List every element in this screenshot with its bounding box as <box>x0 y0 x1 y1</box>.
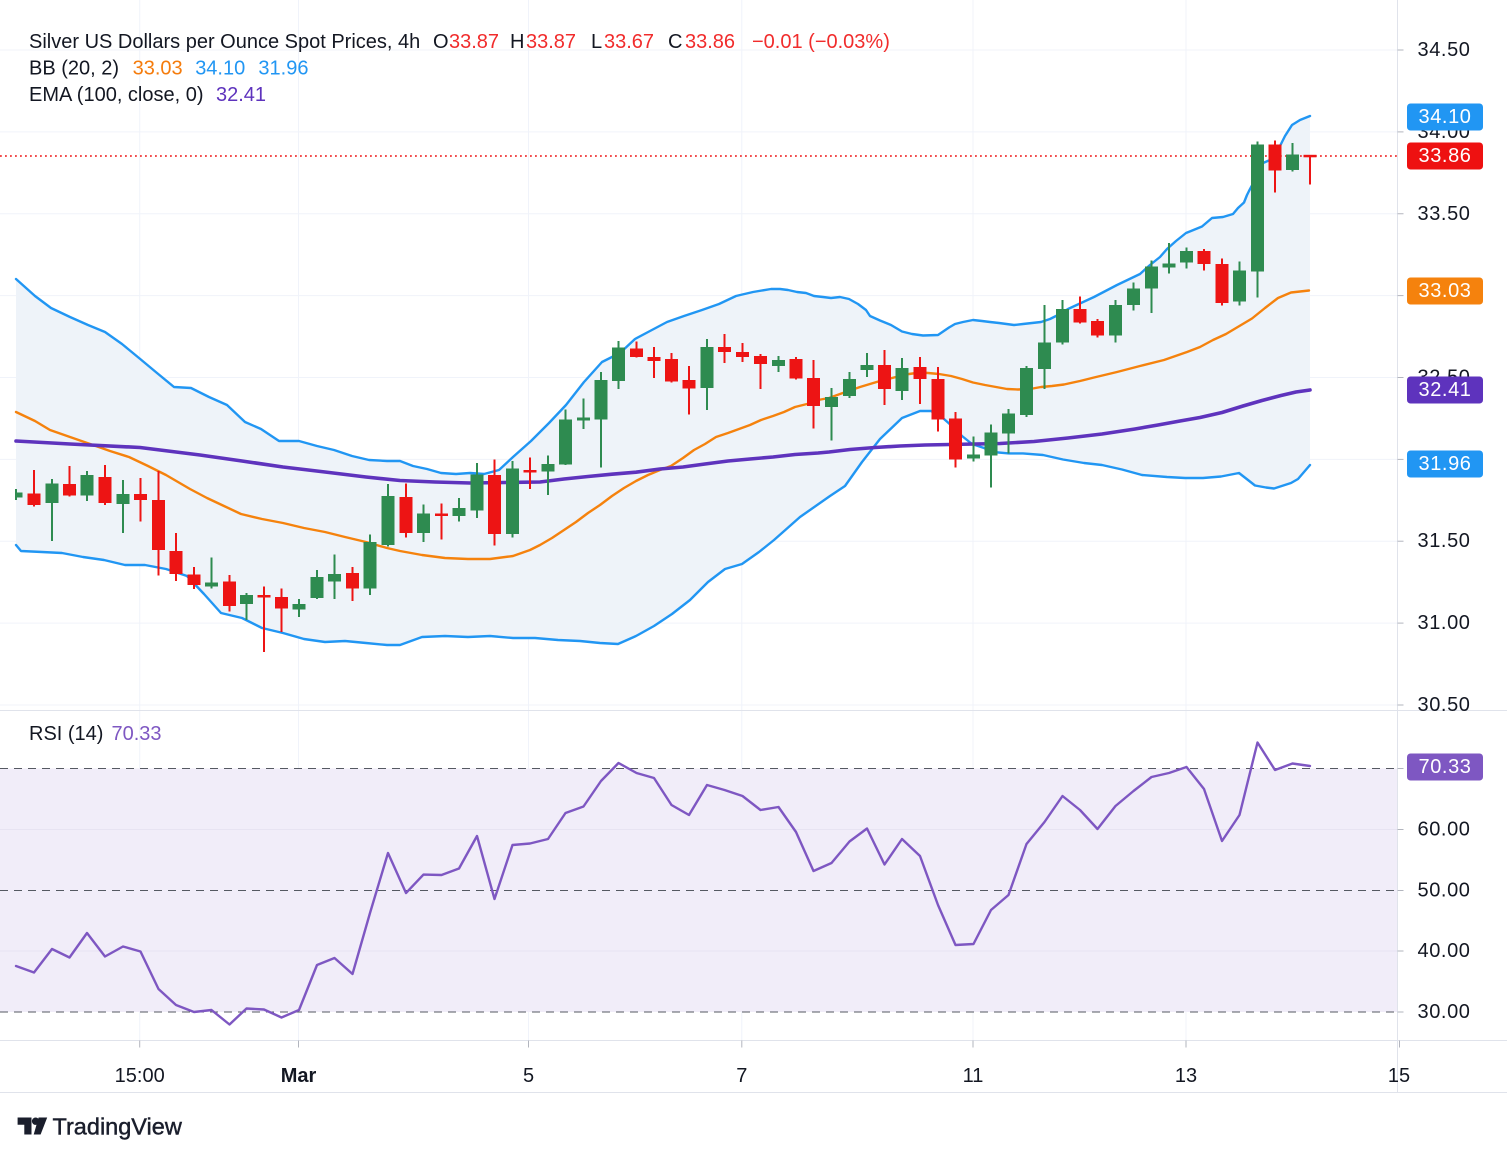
svg-text:EMA (100, close, 0): EMA (100, close, 0) <box>29 84 204 106</box>
svg-text:O: O <box>433 31 449 53</box>
svg-text:31.96: 31.96 <box>258 58 308 80</box>
svg-text:H: H <box>510 31 524 53</box>
svg-text:33.86: 33.86 <box>1418 145 1471 167</box>
svg-text:33.87: 33.87 <box>526 31 576 53</box>
svg-text:31.00: 31.00 <box>1417 612 1470 634</box>
svg-text:15: 15 <box>1388 1065 1410 1087</box>
svg-text:C: C <box>668 31 682 53</box>
svg-text:7: 7 <box>736 1065 747 1087</box>
svg-text:Silver US Dollars per Ounce Sp: Silver US Dollars per Ounce Spot Prices,… <box>29 31 420 53</box>
svg-text:33.67: 33.67 <box>604 31 654 53</box>
svg-text:15:00: 15:00 <box>115 1065 165 1087</box>
svg-text:L: L <box>591 31 602 53</box>
svg-text:70.33: 70.33 <box>112 723 162 745</box>
svg-text:33.50: 33.50 <box>1417 203 1470 225</box>
svg-text:13: 13 <box>1175 1065 1197 1087</box>
svg-text:11: 11 <box>963 1065 984 1087</box>
svg-text:32.41: 32.41 <box>1418 379 1471 401</box>
svg-text:34.50: 34.50 <box>1417 39 1470 61</box>
svg-text:RSI (14): RSI (14) <box>29 723 103 745</box>
svg-text:BB (20, 2): BB (20, 2) <box>29 58 119 80</box>
svg-text:50.00: 50.00 <box>1417 880 1470 902</box>
svg-text:30.50: 30.50 <box>1417 694 1470 716</box>
svg-text:33.03: 33.03 <box>133 58 183 80</box>
svg-text:32.41: 32.41 <box>216 84 266 106</box>
svg-text:Mar: Mar <box>281 1065 317 1087</box>
svg-text:34.10: 34.10 <box>195 58 245 80</box>
svg-text:31.50: 31.50 <box>1417 530 1470 552</box>
svg-text:31.96: 31.96 <box>1418 453 1471 475</box>
svg-text:60.00: 60.00 <box>1417 819 1470 841</box>
svg-text:40.00: 40.00 <box>1417 940 1470 962</box>
svg-text:33.86: 33.86 <box>685 31 735 53</box>
svg-text:30.00: 30.00 <box>1417 1001 1470 1023</box>
svg-text:70.33: 70.33 <box>1418 756 1471 778</box>
svg-text:33.03: 33.03 <box>1418 280 1471 302</box>
svg-text:34.10: 34.10 <box>1418 106 1471 128</box>
svg-text:−0.01 (−0.03%): −0.01 (−0.03%) <box>752 31 890 53</box>
svg-text:TradingView: TradingView <box>53 1114 183 1140</box>
svg-text:33.87: 33.87 <box>449 31 499 53</box>
svg-text:5: 5 <box>523 1065 534 1087</box>
